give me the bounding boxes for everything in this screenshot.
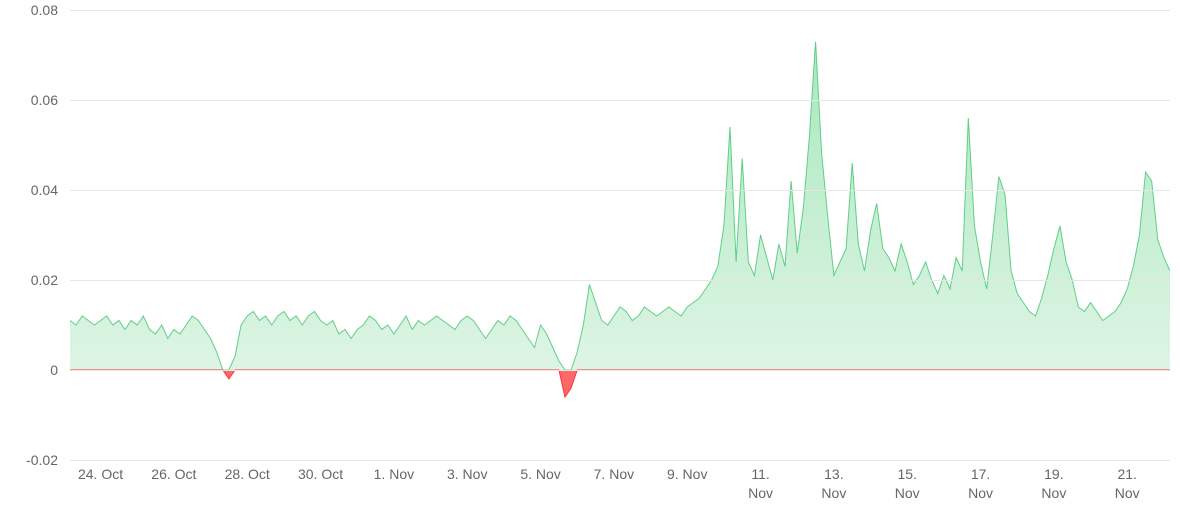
area-chart: -0.02 0 0.02 0.04 0.06 0.08 24. Oct 26. Oct 28.… [0, 0, 1180, 530]
gridline [70, 370, 1170, 371]
x-tick-label: 26. Oct [151, 465, 196, 484]
y-tick-label: 0.06 [31, 92, 58, 108]
x-tick-label: 15. Nov [895, 465, 920, 503]
y-tick-label: 0 [50, 362, 58, 378]
negative-line [70, 370, 1170, 397]
x-tick-label: 7. Nov [594, 465, 634, 484]
y-tick-label: -0.02 [26, 452, 58, 468]
x-tick-label: 13. Nov [821, 465, 846, 503]
positive-area [70, 42, 1170, 371]
gridline [70, 280, 1170, 281]
x-tick-label: 17. Nov [968, 465, 993, 503]
x-tick-label: 30. Oct [298, 465, 343, 484]
y-tick-label: 0.02 [31, 272, 58, 288]
x-tick-label: 1. Nov [374, 465, 414, 484]
x-tick-label: 3. Nov [447, 465, 487, 484]
x-axis-labels: 24. Oct 26. Oct 28. Oct 30. Oct 1. Nov 3. Nov… [70, 465, 1170, 525]
x-tick-label: 24. Oct [78, 465, 123, 484]
y-tick-label: 0.04 [31, 182, 58, 198]
gridline [70, 460, 1170, 461]
x-tick-label: 28. Oct [225, 465, 270, 484]
plot-area[interactable] [70, 10, 1170, 460]
x-tick-label: 11. Nov [748, 465, 773, 503]
x-tick-label: 9. Nov [667, 465, 707, 484]
x-tick-label: 19. Nov [1041, 465, 1066, 503]
x-tick-label: 21. Nov [1115, 465, 1140, 503]
chart-svg [70, 10, 1170, 460]
x-tick-label: 5. Nov [520, 465, 560, 484]
gridline [70, 10, 1170, 11]
gridline [70, 100, 1170, 101]
gridline [70, 190, 1170, 191]
y-tick-label: 0.08 [31, 2, 58, 18]
negative-area [70, 370, 1170, 397]
